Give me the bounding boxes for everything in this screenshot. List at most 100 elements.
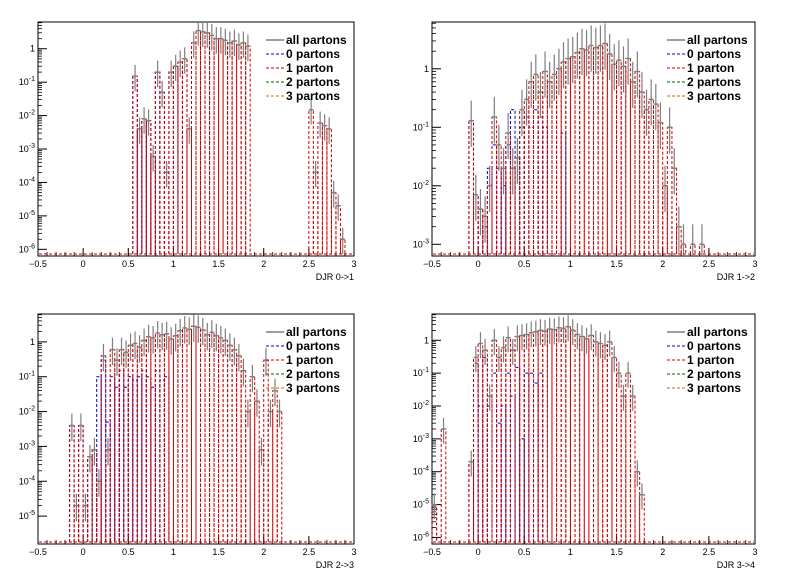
bin-1-parton <box>505 337 511 542</box>
bin-1-parton <box>213 335 220 542</box>
bin-1-parton <box>181 327 188 542</box>
x-tick-label: 1.5 <box>610 547 623 557</box>
bin-1-parton <box>523 334 530 542</box>
x-tick-label: 1 <box>568 547 573 557</box>
legend-label: 2 partons <box>687 75 741 89</box>
bin-1-parton <box>231 349 238 542</box>
bin-1-parton <box>473 356 479 542</box>
y-tick-label: 10-5 <box>413 499 429 510</box>
y-tick-label: 1 <box>424 64 429 74</box>
x-tick-label: 0.5 <box>122 547 135 557</box>
x-tick-label: 3 <box>752 547 757 557</box>
bin-1-parton <box>496 356 502 542</box>
legend-label: 0 partons <box>687 339 741 353</box>
bin-1-parton <box>145 336 152 542</box>
bin-0-partons <box>528 126 535 254</box>
bin-1-parton <box>629 395 636 542</box>
bin-0-partons <box>159 379 165 542</box>
y-tick-label: 10-3 <box>413 238 429 249</box>
x-tick-label: 0 <box>476 547 481 557</box>
legend-label: 2 partons <box>286 367 340 381</box>
x-axis-label: DJR 3->4 <box>717 560 755 570</box>
panel-djr-3-4: −0.5 0 0.5 1 1.5 2 2.5 3 10-6 10-5 10-4 10-3 10-2 10-… <box>413 313 758 570</box>
legend-label: 0 partons <box>687 47 741 61</box>
bin-1-parton <box>509 167 516 254</box>
bin-1-parton <box>254 400 260 542</box>
plot-frame <box>431 21 756 257</box>
bin-1-parton <box>195 326 202 542</box>
bin-1-parton <box>602 43 608 254</box>
bin-1-parton <box>588 334 594 542</box>
bin-1-parton <box>542 70 548 254</box>
bin-0-partons <box>491 144 498 254</box>
bin-1-parton <box>546 328 553 542</box>
y-tick-label: 1 <box>424 335 429 345</box>
bin-1-parton <box>163 333 170 542</box>
bin-0-partons <box>172 65 179 254</box>
bin-0-partons <box>533 109 539 254</box>
bin-1-parton <box>579 48 585 254</box>
bin-1-parton <box>491 339 498 542</box>
x-tick-label: 3 <box>351 259 356 269</box>
bin-1-parton <box>620 395 627 542</box>
bin-1-parton <box>551 329 558 542</box>
bin-1-parton <box>537 329 544 542</box>
bin-1-parton <box>588 45 594 254</box>
bin-0-partons <box>132 75 138 254</box>
bin-1-parton <box>565 326 571 542</box>
bin-1-parton <box>200 329 206 542</box>
x-tick-label: 2 <box>660 259 665 269</box>
bin-0-partons <box>505 144 511 254</box>
legend-label: 2 partons <box>687 367 741 381</box>
bin-1-parton <box>569 329 576 542</box>
bin-1-parton <box>141 118 147 254</box>
bin-1-parton <box>231 40 238 254</box>
panel-djr-0-1: −0.5 0 0.5 1 1.5 2 2.5 3 10-6 10-5 10-4 10-3 10-2 10-… <box>19 21 357 282</box>
y-tick-label: 10-5 <box>19 210 35 221</box>
bin-0-partons <box>100 359 107 542</box>
bin-1-parton <box>127 344 134 542</box>
bin-0-partons <box>136 376 143 542</box>
bin-1-parton <box>611 356 618 542</box>
bin-1-parton <box>560 327 567 542</box>
bin-0-partons <box>114 386 120 542</box>
bin-1-parton <box>172 335 179 542</box>
bin-0-partons <box>473 362 479 542</box>
panel-djr-2-3: −0.5 0 0.5 1 1.5 2 2.5 3 10-5 10-4 10-3 10-2 10-1 1 DJ… <box>19 313 357 570</box>
legend-label: 1 parton <box>687 61 734 75</box>
x-tick-label: 2.5 <box>703 259 716 269</box>
x-tick-label: 0 <box>81 259 86 269</box>
bin-1-parton <box>236 355 242 542</box>
bin-1-parton <box>272 390 278 542</box>
bin-1-parton <box>593 341 599 542</box>
x-axis-label: DJR 1->2 <box>717 272 755 282</box>
bin-0-partons <box>123 386 129 542</box>
bin-1-parton <box>611 63 618 254</box>
bin-1-parton <box>154 71 161 254</box>
bin-0-partons <box>505 372 511 542</box>
bin-1-parton <box>218 337 224 542</box>
bin-1-parton <box>565 57 571 254</box>
x-tick-label: 2 <box>261 547 266 557</box>
bin-0-partons <box>509 395 516 542</box>
bin-1-parton <box>200 31 206 254</box>
y-tick-label: 10-6 <box>19 243 35 254</box>
bin-1-parton <box>542 330 548 542</box>
bin-1-parton <box>204 32 211 254</box>
bin-0-partons <box>168 71 174 254</box>
plot-frame <box>37 313 355 545</box>
x-tick-label: −0.5 <box>423 547 441 557</box>
legend-label: all partons <box>286 325 347 339</box>
bin-1-parton <box>509 349 516 542</box>
bin-1-parton <box>625 57 631 254</box>
x-tick-label: 1 <box>171 547 176 557</box>
bin-1-parton <box>181 58 188 254</box>
bin-1-parton <box>321 125 328 254</box>
legend-label: 0 partons <box>286 47 340 61</box>
bin-1-parton <box>240 370 247 542</box>
bin-1-parton <box>204 334 211 542</box>
y-tick-label: 10-3 <box>19 440 35 451</box>
bin-1-parton <box>593 47 599 254</box>
legend-label: 3 partons <box>687 381 741 395</box>
